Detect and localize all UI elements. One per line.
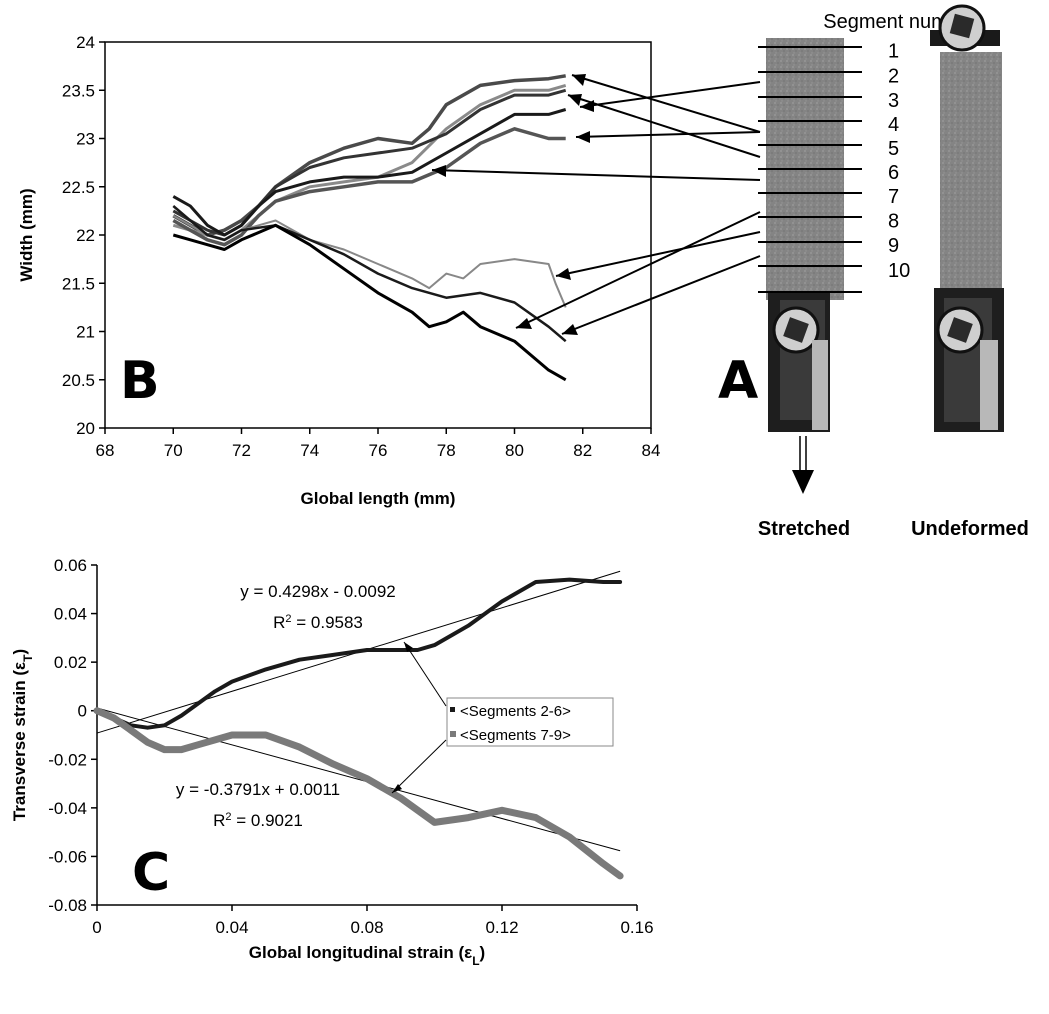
panel-c-series-line-1 bbox=[95, 577, 623, 730]
panel-b-x-axis-label: Global length (mm) bbox=[301, 489, 456, 508]
legend-box bbox=[446, 697, 614, 747]
panel-c-y-tick-label: -0.04 bbox=[48, 799, 87, 818]
arrow-segment-5 bbox=[575, 131, 761, 138]
panel-b-plot-area bbox=[104, 41, 652, 429]
panel-b-y-tick-label: 24 bbox=[76, 33, 95, 52]
panel-b-y-tick-label: 22 bbox=[76, 226, 95, 245]
segment-number: 4 bbox=[888, 114, 899, 136]
panel-b-series-line-3 bbox=[172, 88, 567, 237]
fit-equation-2: y = -0.3791x + 0.0011 bbox=[176, 780, 340, 799]
panel-b-label: B bbox=[120, 351, 160, 411]
panel-c-x-tick-label: 0.04 bbox=[215, 918, 248, 937]
panel-b-y-tick-label: 21 bbox=[76, 323, 95, 342]
segment-number: 3 bbox=[888, 90, 899, 112]
arrow-segment-6 bbox=[431, 169, 761, 181]
legend-marker-segments-2-6 bbox=[450, 707, 455, 712]
legend-pointer-arrows bbox=[391, 641, 447, 794]
segment-number: 7 bbox=[888, 186, 899, 208]
panel-c-y-tick-label: 0.06 bbox=[54, 556, 87, 575]
panel-b-series-line-8 bbox=[172, 223, 567, 382]
stretch-arrow-icon bbox=[792, 436, 814, 494]
panel-c-y-ticks: -0.08 -0.06 -0.04 -0.02 0 0.02 0.04 0.06 bbox=[48, 556, 97, 915]
panel-b-y-tick-label: 23.5 bbox=[62, 81, 95, 100]
panel-b-x-ticks: 68 70 72 74 76 78 80 82 84 bbox=[96, 428, 661, 460]
panel-c-y-tick-label: 0.02 bbox=[54, 653, 87, 672]
panel-b-y-tick-label: 20 bbox=[76, 419, 95, 438]
legend-label-segments-2-6: <Segments 2-6> bbox=[460, 703, 571, 720]
fit-equation-1: y = 0.4298x - 0.0092 bbox=[240, 582, 395, 601]
segment-number: 8 bbox=[888, 211, 899, 233]
panel-b-x-tick-label: 72 bbox=[232, 441, 251, 460]
segment-to-curve-arrows bbox=[431, 74, 761, 335]
arrow-segment-9 bbox=[561, 255, 761, 335]
panel-b-y-tick-label: 20.5 bbox=[62, 371, 95, 390]
panel-b-series-line-4 bbox=[172, 108, 567, 237]
legend-label-segments-7-9: <Segments 7-9> bbox=[460, 727, 571, 744]
panel-b-x-tick-label: 68 bbox=[96, 441, 115, 460]
panel-b-y-ticks: 20 20.5 21 21.5 22 22.5 23 23.5 24 bbox=[62, 33, 105, 438]
segment-number: 10 bbox=[888, 260, 910, 282]
panel-c-series bbox=[93, 577, 624, 880]
panel-a-label: A bbox=[718, 351, 758, 411]
panel-c-label: C bbox=[132, 843, 170, 903]
segment-number: 1 bbox=[888, 41, 899, 63]
panel-b-y-axis-label: Width (mm) bbox=[17, 188, 36, 281]
segment-lines bbox=[758, 46, 862, 293]
panel-b-y-tick-label: 22.5 bbox=[62, 178, 95, 197]
panel-b-series-line-7 bbox=[172, 205, 567, 343]
segment-number: 2 bbox=[888, 66, 899, 88]
panel-c-x-tick-label: 0.12 bbox=[485, 918, 518, 937]
panel-b-x-tick-label: 78 bbox=[437, 441, 456, 460]
panel-c-y-tick-label: -0.02 bbox=[48, 750, 87, 769]
legend-marker-segments-7-9 bbox=[450, 731, 456, 737]
arrow-segment-4 bbox=[567, 94, 761, 158]
stretched-caption: Stretched bbox=[758, 518, 850, 540]
panel-c-y-tick-label: -0.08 bbox=[48, 896, 87, 915]
arrow-segment-8 bbox=[555, 231, 761, 277]
panel-c-x-tick-label: 0.16 bbox=[620, 918, 653, 937]
panel-b: 20 20.5 21 21.5 22 22.5 23 23.5 24 68 70 72 74 76 78 8… bbox=[17, 33, 660, 508]
panel-b-x-tick-label: 84 bbox=[642, 441, 661, 460]
segment-number: 6 bbox=[888, 162, 899, 184]
panel-c-x-ticks: 0 0.04 0.08 0.12 0.16 bbox=[92, 905, 654, 937]
undeformed-caption: Undeformed bbox=[911, 518, 1029, 540]
arrow-segment-3 bbox=[571, 74, 761, 133]
undeformed-specimen-image bbox=[930, 4, 1004, 432]
panel-b-x-tick-label: 76 bbox=[369, 441, 388, 460]
panel-c-y-axis-label: Transverse strain (εT) bbox=[10, 649, 35, 821]
segment-number: 5 bbox=[888, 138, 899, 160]
panel-b-series-line-5 bbox=[172, 127, 566, 247]
fit-r2-1: R2 = 0.9583 bbox=[273, 613, 363, 632]
panel-c-y-tick-label: 0.04 bbox=[54, 605, 87, 624]
arrow-segment-7 bbox=[515, 211, 761, 329]
panel-b-x-tick-label: 70 bbox=[164, 441, 183, 460]
arrow-segment-2 bbox=[579, 81, 761, 108]
panel-b-series bbox=[172, 74, 567, 382]
panel-c-y-tick-label: -0.06 bbox=[48, 847, 87, 866]
panel-c-series-line-2 bbox=[93, 707, 624, 880]
panel-c-x-tick-label: 0 bbox=[92, 918, 101, 937]
panel-c-x-tick-label: 0.08 bbox=[350, 918, 383, 937]
panel-b-x-tick-label: 82 bbox=[573, 441, 592, 460]
panel-b-x-tick-label: 80 bbox=[505, 441, 524, 460]
panel-c-x-axis-label: Global longitudinal strain (εL) bbox=[249, 943, 485, 968]
panel-c-fit-line-2 bbox=[96, 707, 621, 852]
panel-b-y-tick-label: 21.5 bbox=[62, 274, 95, 293]
panel-c-legend: <Segments 2-6> <Segments 7-9> bbox=[446, 697, 614, 747]
panel-b-x-tick-label: 74 bbox=[300, 441, 319, 460]
fit-r2-2: R2 = 0.9021 bbox=[213, 811, 303, 830]
segment-number: 9 bbox=[888, 235, 899, 257]
panel-c-y-tick-label: 0 bbox=[78, 702, 87, 721]
panel-b-y-tick-label: 23 bbox=[76, 130, 95, 149]
